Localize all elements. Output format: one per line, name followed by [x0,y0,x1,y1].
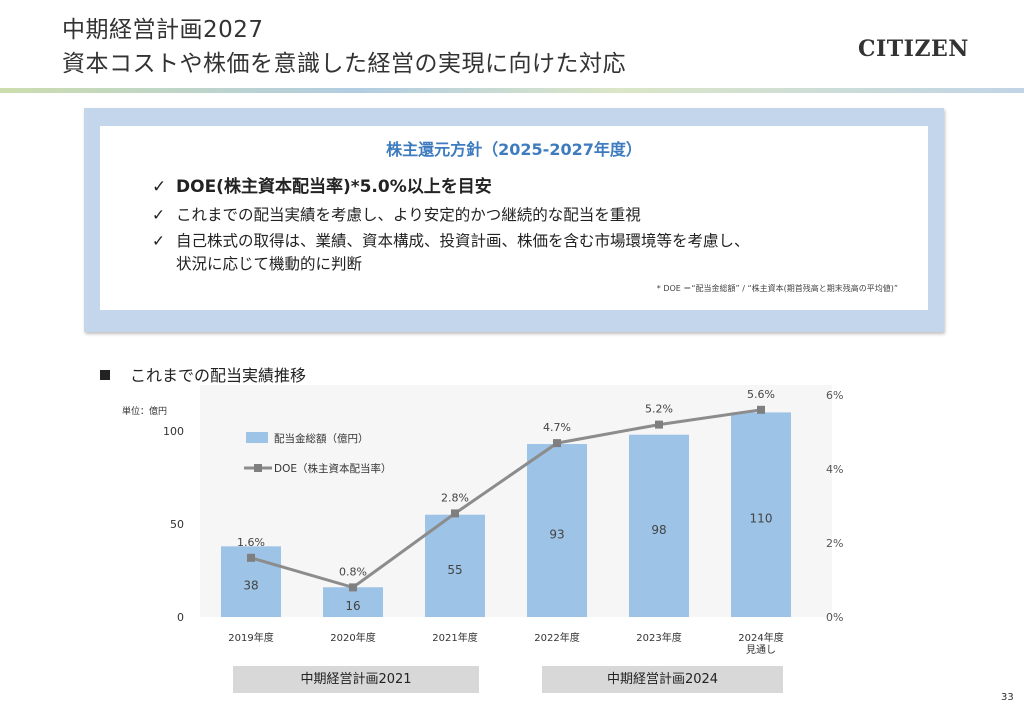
plan-2024-label: 中期経営計画2024 [542,666,783,693]
doe-point [247,553,255,562]
policy-title: 株主還元方針（2025-2027年度） [386,140,642,159]
y-tick-label: 0 [177,611,184,624]
x-tick-label: 2022年度 [534,631,579,644]
x-tick-label: 2023年度 [636,631,681,644]
bar-value-label: 93 [549,528,564,542]
bar-value-label: 98 [651,523,666,537]
unit-label: 単位：億円 [122,407,168,417]
bar-value-label: 38 [243,579,258,593]
x-tick-label: 見通し [746,644,776,656]
x-tick-label: 2019年度 [228,631,273,644]
check-icon: ✓ [152,232,165,250]
x-tick-label: 2020年度 [330,631,375,644]
bar-value-label: 110 [750,512,773,526]
bar-2023年度 [629,434,689,617]
doe-point [655,420,663,429]
y2-tick-label: 4% [826,463,843,476]
page-subtitle: 資本コストや株価を意識した経営の実現に向けた対応 [62,51,626,77]
legend-bar-swatch [246,432,268,443]
page-number: 33 [1001,692,1014,703]
y2-tick-label: 6% [826,389,843,402]
doe-value-label: 4.7% [543,421,571,434]
doe-line [250,408,762,590]
x-tick-label: 2024年度 [738,631,783,644]
policy-item-buyback: ✓ 自己株式の取得は、業績、資本構成、投資計画、株価を含む市場環境等を考慮し、 [152,230,750,252]
section-heading-text: これまでの配当実績推移 [130,366,307,385]
doe-value-label: 5.6% [747,388,775,401]
citizen-logo: CITIZEN [858,36,969,62]
doe-value-label: 2.8% [441,491,469,504]
doe-point [553,439,561,448]
doe-point [757,405,765,414]
bar-2020年度 [323,587,383,617]
legend-bar-label: 配当金総額（億円） [274,432,369,445]
y2-tick-label: 2% [826,537,843,550]
y-tick-label: 50 [170,518,184,531]
policy-box: 株主還元方針（2025-2027年度） ✓ DOE(株主資本配当率)*5.0%以上… [84,108,944,332]
policy-item-text: 自己株式の取得は、業績、資本構成、投資計画、株価を含む市場環境等を考慮し、 [176,232,750,250]
square-bullet-icon [100,370,110,380]
doe-value-label: 1.6% [237,536,265,549]
doe-value-label: 0.8% [339,565,367,578]
legend-line-marker [254,464,262,472]
doe-note: * DOE ＝“配当金総額” / “株主資本(期首残高と期末残高の平均値)” [656,284,898,293]
check-icon: ✓ [152,206,165,224]
policy-item-text: DOE(株主資本配当率)*5.0%以上を目安 [176,177,492,197]
plan-2021-label: 中期経営計画2021 [233,666,479,693]
check-icon: ✓ [152,177,167,197]
bar-value-label: 16 [345,599,360,613]
y2-tick-label: 0% [826,611,843,624]
bar-2024年度 [731,412,791,617]
bar-value-label: 55 [447,563,462,577]
doe-value-label: 5.2% [645,403,673,416]
doe-point [451,509,459,518]
policy-item-buyback-cont: 状況に応じて機動的に判断 [176,255,363,273]
y-tick-label: 100 [163,425,184,438]
bar-2021年度 [425,514,485,617]
legend-line-label: DOE（株主資本配当率） [274,462,391,475]
section-heading: これまでの配当実績推移 [100,362,306,386]
bar-2022年度 [527,444,587,617]
policy-item-stable: ✓ これまでの配当実績を考慮し、より安定的かつ継続的な配当を重視 [152,204,641,226]
page-title: 中期経営計画2027 [62,17,264,43]
policy-box-inner: 株主還元方針（2025-2027年度） ✓ DOE(株主資本配当率)*5.0%以上… [100,126,928,310]
doe-point [349,583,357,592]
header-divider [0,88,1024,93]
plot-area [200,385,832,617]
policy-item-text: これまでの配当実績を考慮し、より安定的かつ継続的な配当を重視 [176,206,641,224]
policy-item-doe: ✓ DOE(株主資本配当率)*5.0%以上を目安 [152,176,492,198]
x-tick-label: 2021年度 [432,631,477,644]
